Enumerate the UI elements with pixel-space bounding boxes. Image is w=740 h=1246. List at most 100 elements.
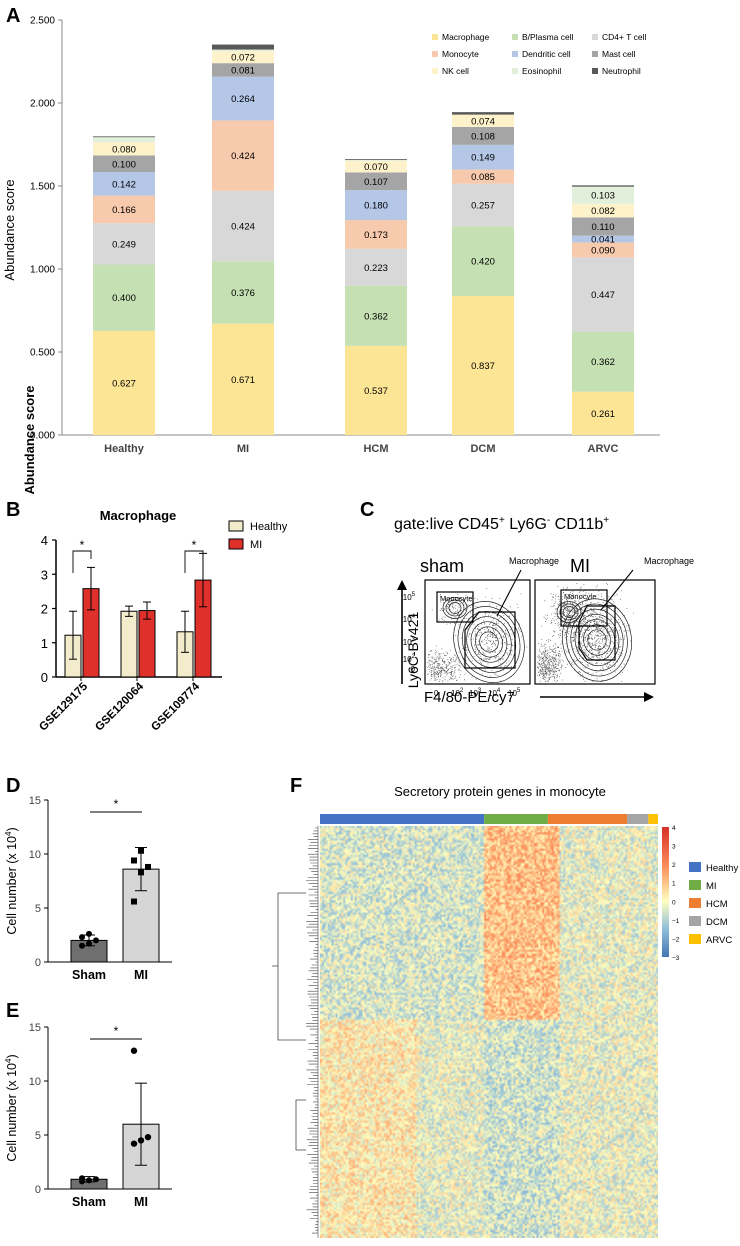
color-scale-tick-label: 4 <box>672 825 676 832</box>
chart-a-x-tick-label: HCM <box>363 443 388 455</box>
flow-contour <box>566 603 628 677</box>
flow-x-axis-label: F4/80-PE/cy7 <box>424 689 515 706</box>
chart-b-significance-bracket <box>184 550 204 573</box>
chart-a-data-label: 0.103 <box>591 191 615 202</box>
chart-a-y-tick-label: 0.000 <box>30 431 55 442</box>
chart-a-segment <box>572 242 634 258</box>
chart-a-segment <box>93 264 155 331</box>
panel-letter-c: C <box>360 499 374 521</box>
chart-a-y-tick-label: 2.000 <box>30 99 55 110</box>
gate-label: gate:live CD45+ Ly6G- CD11b+ <box>394 515 609 533</box>
chart-a-data-label: 0.249 <box>112 239 136 250</box>
flow-contour <box>562 598 632 682</box>
flow-x-tick-label: 104 <box>488 688 501 698</box>
chart-b-legend-swatch <box>228 520 244 532</box>
data-point <box>79 942 85 949</box>
y-tick-label: 0 <box>35 1184 41 1196</box>
chart-b-y-tick-label: 2 <box>41 602 48 617</box>
chart-a-y-tick-label: 0.500 <box>30 348 55 359</box>
chart-a-segment <box>452 169 514 184</box>
chart-a-data-label: 0.537 <box>364 386 388 397</box>
chart-a-data-label: 0.447 <box>591 290 615 301</box>
chart-a-data-label: 0.166 <box>112 205 136 216</box>
sham-label: sham <box>420 556 464 576</box>
heatmap-legend-swatch <box>689 898 701 908</box>
chart-b-legend: Healthy MI <box>228 520 288 551</box>
monocyte-gate <box>560 589 608 627</box>
chart-a-segment <box>345 172 407 191</box>
chart-a-segment <box>572 235 634 243</box>
chart-a-data-label: 0.362 <box>591 357 615 368</box>
chart-a-data-label: 0.424 <box>231 151 255 162</box>
chart-a-y-tick-label: 2.500 <box>30 16 55 27</box>
heatmap-color-scale: 4 3 2 1 0 −1 −2 −3 <box>662 825 680 962</box>
dendrogram-branches <box>272 892 306 1151</box>
heatmap-group-bar-segment <box>627 814 649 824</box>
chart-a-data-label: 0.223 <box>364 263 388 274</box>
flow-contour <box>583 624 611 656</box>
data-point <box>138 869 144 876</box>
chart-a-segment <box>212 63 274 77</box>
chart-a-segment <box>452 226 514 297</box>
flow-x-tick-label: 0 <box>434 689 439 698</box>
chart-a-data-label: 0.264 <box>231 94 255 105</box>
chart-a-segment <box>212 51 274 64</box>
chart-a-data-label: 0.070 <box>364 162 388 173</box>
chart-a-legend-swatch <box>432 68 438 74</box>
chart-a-legend-label: Mast cell <box>602 49 636 59</box>
flow-x-tick-label: 102 <box>451 688 464 698</box>
flow-y-tick-label: 105 <box>403 592 416 602</box>
chart-a-legend-swatch <box>512 51 518 57</box>
chart-a-segment <box>93 195 155 224</box>
chart-a-data-label: 0.082 <box>591 206 615 217</box>
chart-a-legend-label: Macrophage <box>442 32 490 42</box>
chart-b-legend-swatch <box>228 538 244 550</box>
heatmap-group-bar-segment <box>547 814 628 824</box>
chart-a-segment <box>572 185 634 187</box>
chart-a-data-label: 0.671 <box>231 375 255 386</box>
chart-a-segment <box>345 345 407 435</box>
heatmap-legend-swatch <box>689 916 701 926</box>
flow-contour <box>453 601 525 683</box>
chart-b-x-tick-label: GSE129175 <box>37 680 90 733</box>
flow-y-axis-label: Ly6C-Bv421 <box>405 612 421 689</box>
chart-a-data-label: 0.080 <box>112 144 136 155</box>
chart-a-segment <box>93 172 155 196</box>
chart-a-segment <box>212 120 274 191</box>
chart-a-segment <box>345 190 407 221</box>
chart-a-segment <box>93 223 155 265</box>
chart-a-data-label: 0.362 <box>364 311 388 322</box>
chart-a-legend-label: B/Plasma cell <box>522 32 574 42</box>
color-scale-tick-label: −2 <box>672 936 680 943</box>
panel-letter-d: D <box>6 775 20 797</box>
bar <box>122 868 160 963</box>
dendrogram-leaves <box>306 826 319 1238</box>
color-scale-tick-label: −1 <box>672 918 680 925</box>
chart-a-data-label: 0.100 <box>112 159 136 170</box>
chart-a-x-tick-label: MI <box>237 443 249 455</box>
chart-a-x-tick-label: DCM <box>470 443 495 455</box>
heatmap-legend-label: HCM <box>706 899 728 910</box>
chart-a-segment <box>572 257 634 332</box>
chart-a-segment <box>452 114 514 127</box>
macrophage-gate <box>464 611 516 669</box>
chart-b-significance-mark: * <box>80 538 85 552</box>
chart-b-y-tick-label: 3 <box>41 567 48 582</box>
heatmap-legend-label: DCM <box>706 917 728 928</box>
chart-a-data-label: 0.180 <box>364 201 388 212</box>
chart-a-data-label: 0.142 <box>112 179 136 190</box>
chart-a-segment <box>452 183 514 227</box>
significance-mark: * <box>114 1024 119 1038</box>
chart-a-segment <box>212 323 274 435</box>
monocyte-gate <box>436 591 474 623</box>
heatmap-f: Secretory protein genes in monocyte 4 3 2 1… <box>272 784 738 1238</box>
chart-a-segment <box>93 330 155 435</box>
chart-a-ylabel: Abundance score <box>2 179 17 280</box>
chart-b-significance-mark: * <box>192 538 197 552</box>
chart-a-segment <box>212 190 274 262</box>
chart-b-title: Macrophage <box>100 508 177 523</box>
chart-a-segment <box>572 391 634 435</box>
chart-a-segment <box>212 76 274 121</box>
mi-label: MI <box>570 556 590 576</box>
